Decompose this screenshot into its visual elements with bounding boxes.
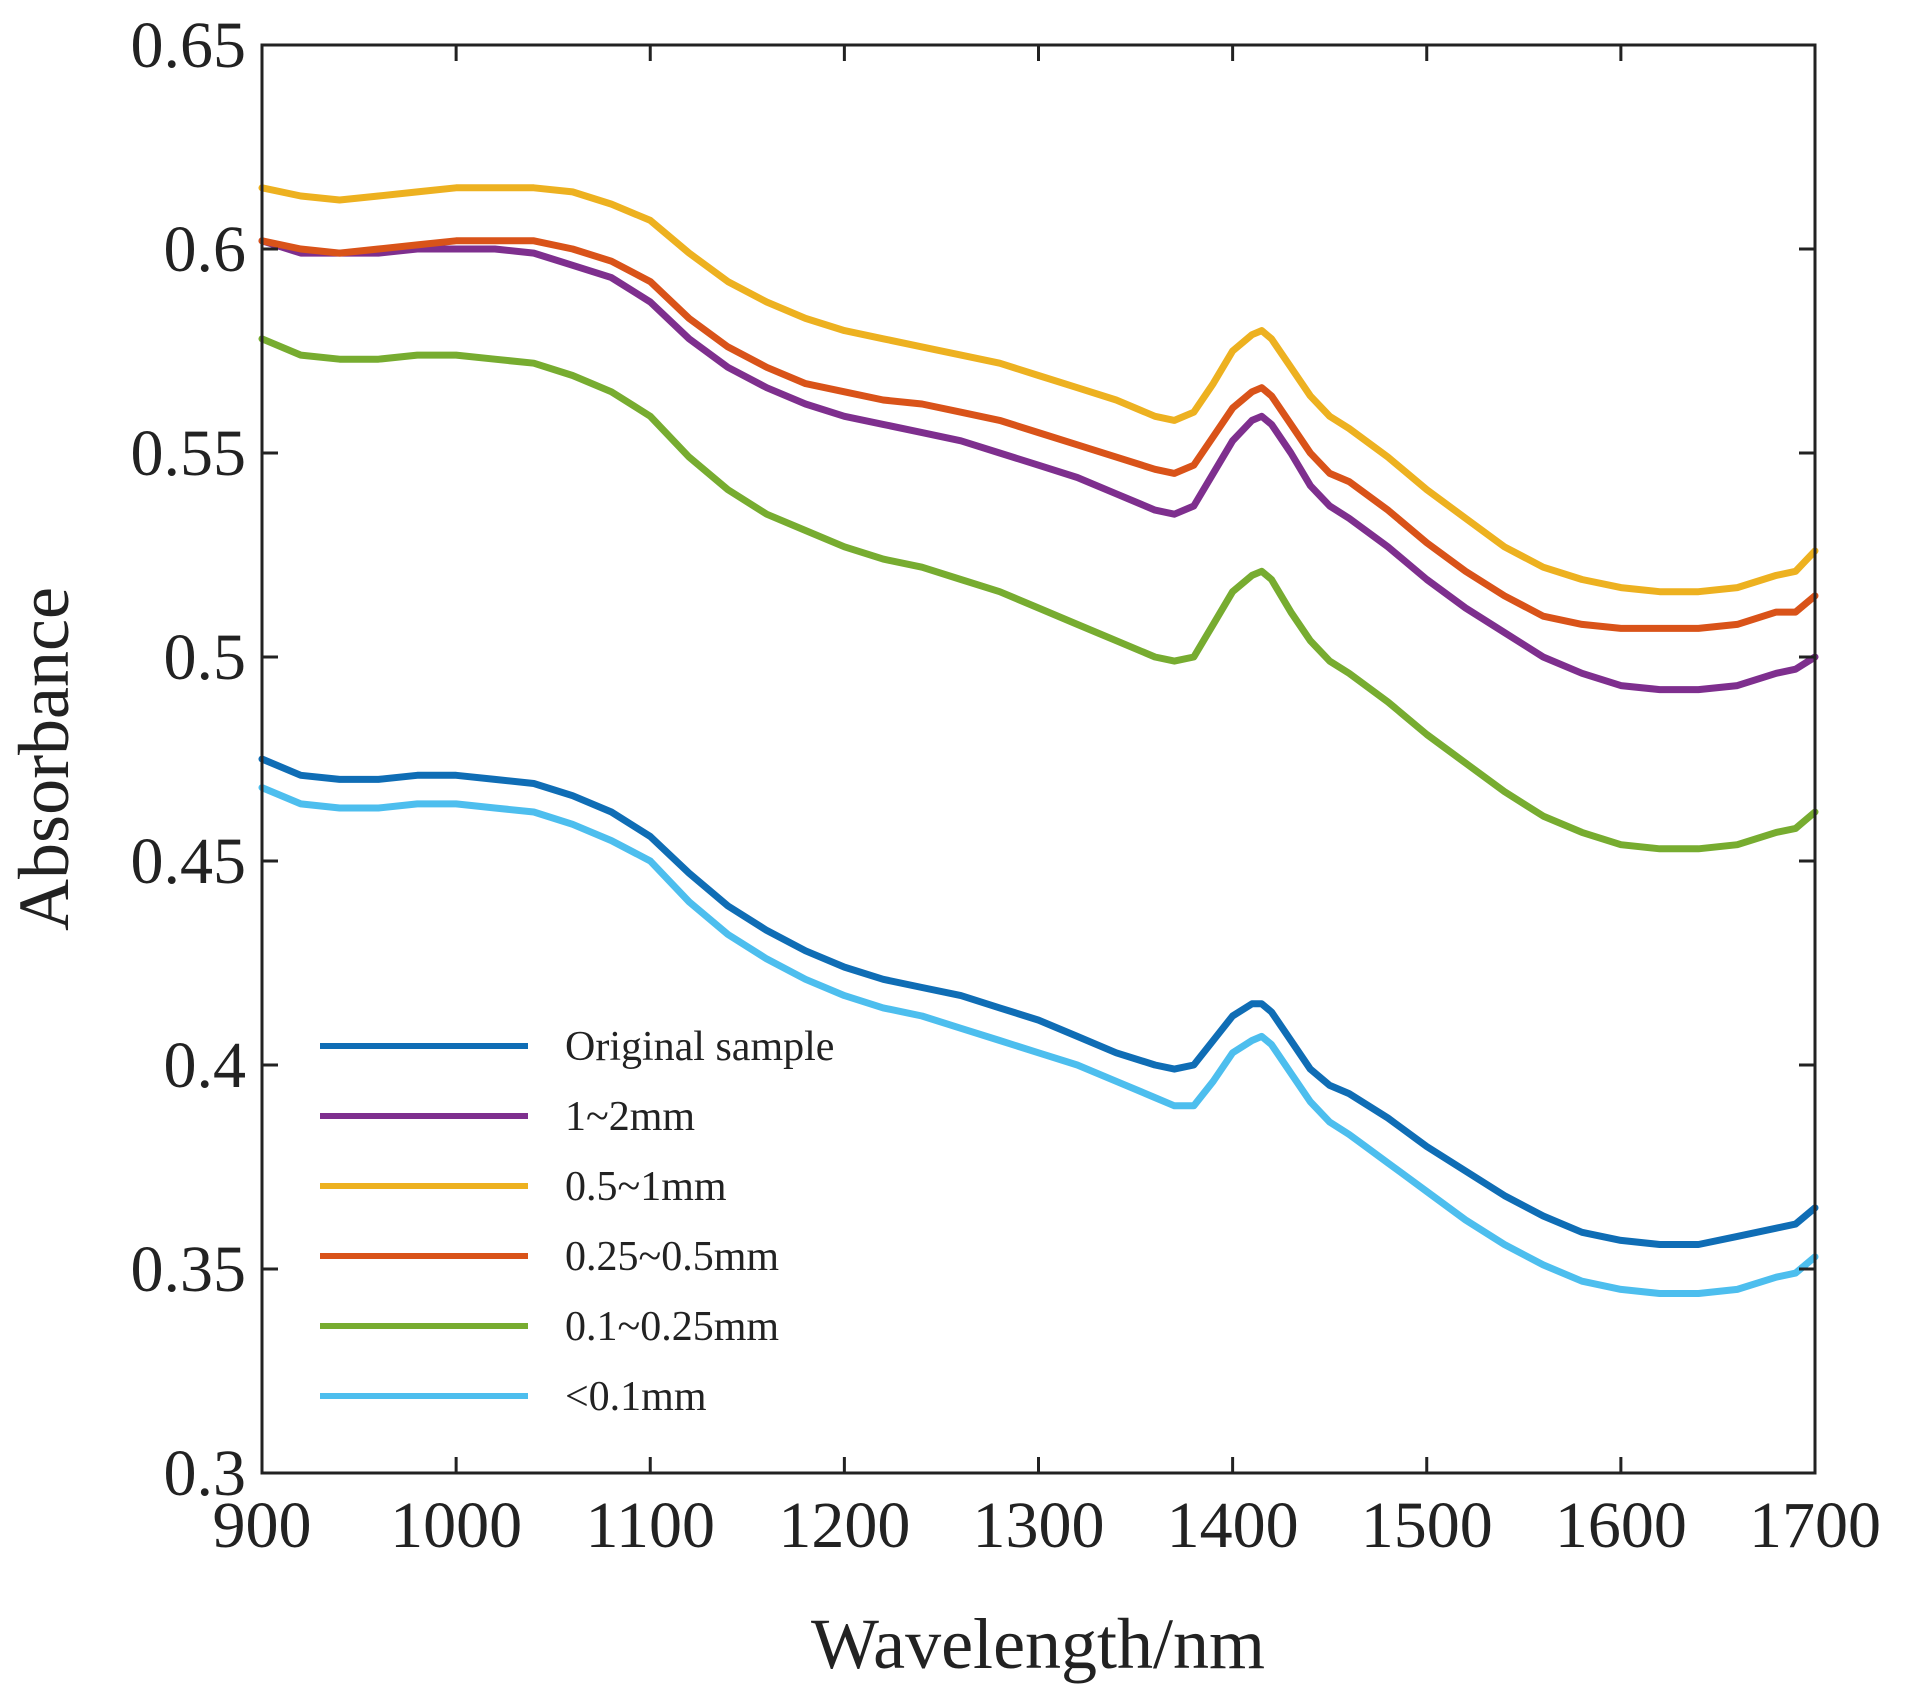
y-axis-title: Absorbance — [4, 587, 84, 931]
series-line-2 — [258, 184, 1819, 596]
series-line-4 — [258, 335, 1819, 853]
x-axis-title: Wavelength/nm — [811, 1604, 1265, 1684]
legend-label-1: 1~2mm — [565, 1094, 695, 1140]
y-tick-label: 0.3 — [164, 1437, 247, 1510]
series-line-1 — [258, 237, 1819, 694]
y-tick-label: 0.35 — [131, 1233, 247, 1306]
legend-label-4: 0.1~0.25mm — [565, 1304, 779, 1350]
ticks-layer: 900 1000 1100 1200 1300 1400 1500 1600 1700 0.3 0.… — [131, 9, 1882, 1562]
y-tick-label: 0.45 — [131, 825, 247, 898]
x-tick-label: 1600 — [1555, 1489, 1687, 1562]
series-layer — [258, 184, 1819, 1297]
series-line-5 — [258, 784, 1819, 1297]
series-line-0 — [258, 755, 1819, 1248]
x-tick-label: 1100 — [585, 1489, 715, 1562]
x-tick-label: 1700 — [1749, 1489, 1881, 1562]
x-tick-label: 1400 — [1167, 1489, 1299, 1562]
y-tick-label: 0.4 — [164, 1029, 247, 1102]
plot-frame — [260, 43, 1817, 1475]
y-tick-label: 0.5 — [164, 621, 247, 694]
x-tick-label: 1200 — [778, 1489, 910, 1562]
y-tick-label: 0.65 — [131, 9, 247, 82]
y-tick-label: 0.55 — [131, 417, 247, 490]
legend-label-3: 0.25~0.5mm — [565, 1234, 779, 1280]
x-tick-label: 1500 — [1361, 1489, 1493, 1562]
y-tick-label: 0.6 — [164, 213, 247, 286]
x-tick-label: 900 — [213, 1489, 312, 1562]
legend: Original sample 1~2mm 0.5~1mm 0.25~0.5mm 0.1… — [320, 1024, 834, 1420]
legend-label-5: <0.1mm — [565, 1374, 707, 1420]
x-tick-label: 1000 — [390, 1489, 522, 1562]
legend-label-2: 0.5~1mm — [565, 1164, 727, 1210]
x-tick-label: 1300 — [973, 1489, 1105, 1562]
legend-label-0: Original sample — [565, 1024, 834, 1070]
series-line-3 — [258, 237, 1819, 632]
